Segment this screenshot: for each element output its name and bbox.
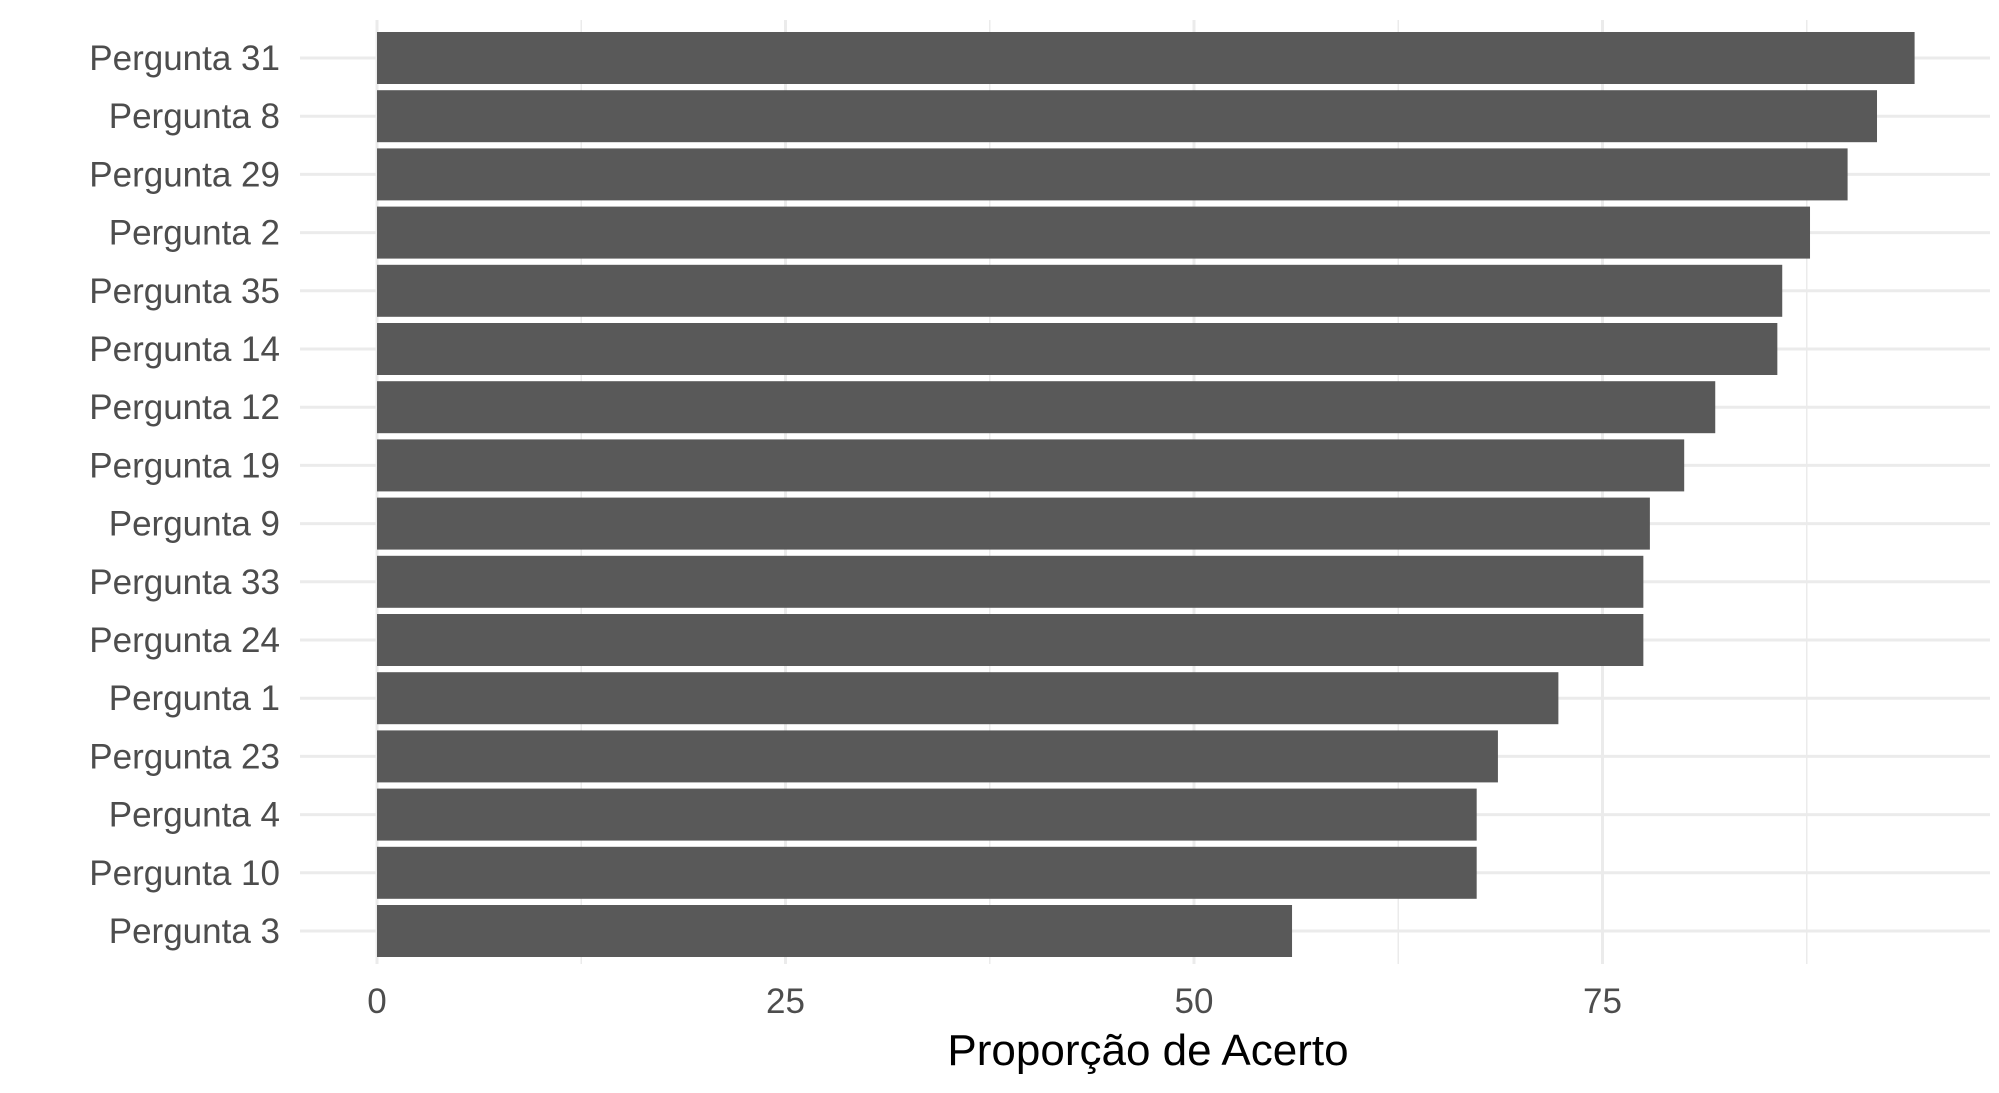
y-tick-label: Pergunta 1 bbox=[109, 679, 280, 718]
y-tick-label: Pergunta 23 bbox=[89, 737, 280, 776]
y-tick-label: Pergunta 33 bbox=[89, 563, 280, 602]
bar bbox=[377, 788, 1477, 841]
bar bbox=[377, 497, 1650, 550]
x-tick-label: 75 bbox=[1583, 982, 1622, 1021]
y-tick-label: Pergunta 10 bbox=[89, 854, 280, 893]
y-tick-label: Pergunta 3 bbox=[109, 912, 280, 951]
bar bbox=[377, 206, 1811, 259]
x-tick-label: 50 bbox=[1175, 982, 1214, 1021]
x-tick-label: 25 bbox=[766, 982, 805, 1021]
y-tick-label: Pergunta 4 bbox=[109, 796, 280, 835]
bar bbox=[377, 905, 1293, 957]
bar bbox=[377, 264, 1783, 317]
x-axis-tick-labels: 0 25 50 75 bbox=[367, 982, 1622, 1021]
y-tick-label: Pergunta 29 bbox=[89, 155, 280, 194]
y-axis-tick-labels: Pergunta 31 Pergunta 8 Pergunta 29 Pergunta… bbox=[89, 39, 280, 951]
bar bbox=[377, 439, 1685, 492]
x-axis-title: Proporção de Acerto bbox=[947, 1026, 1348, 1075]
x-tick-label: 0 bbox=[367, 982, 386, 1021]
y-tick-label: Pergunta 19 bbox=[89, 446, 280, 485]
bar bbox=[377, 381, 1716, 434]
bar bbox=[377, 672, 1559, 725]
bar bbox=[377, 846, 1477, 899]
y-tick-label: Pergunta 8 bbox=[109, 97, 280, 136]
bar bbox=[377, 32, 1915, 84]
y-tick-label: Pergunta 31 bbox=[89, 39, 280, 78]
bar bbox=[377, 730, 1498, 783]
y-tick-label: Pergunta 12 bbox=[89, 388, 280, 427]
bar bbox=[377, 555, 1644, 608]
bars bbox=[377, 32, 1915, 957]
bar bbox=[377, 323, 1778, 375]
y-tick-label: Pergunta 9 bbox=[109, 505, 280, 544]
y-tick-label: Pergunta 2 bbox=[109, 214, 280, 253]
y-tick-label: Pergunta 24 bbox=[89, 621, 280, 660]
y-tick-label: Pergunta 35 bbox=[89, 272, 280, 311]
bar bbox=[377, 148, 1848, 201]
y-tick-label: Pergunta 14 bbox=[89, 330, 280, 369]
bar bbox=[377, 90, 1878, 143]
bar bbox=[377, 614, 1644, 666]
